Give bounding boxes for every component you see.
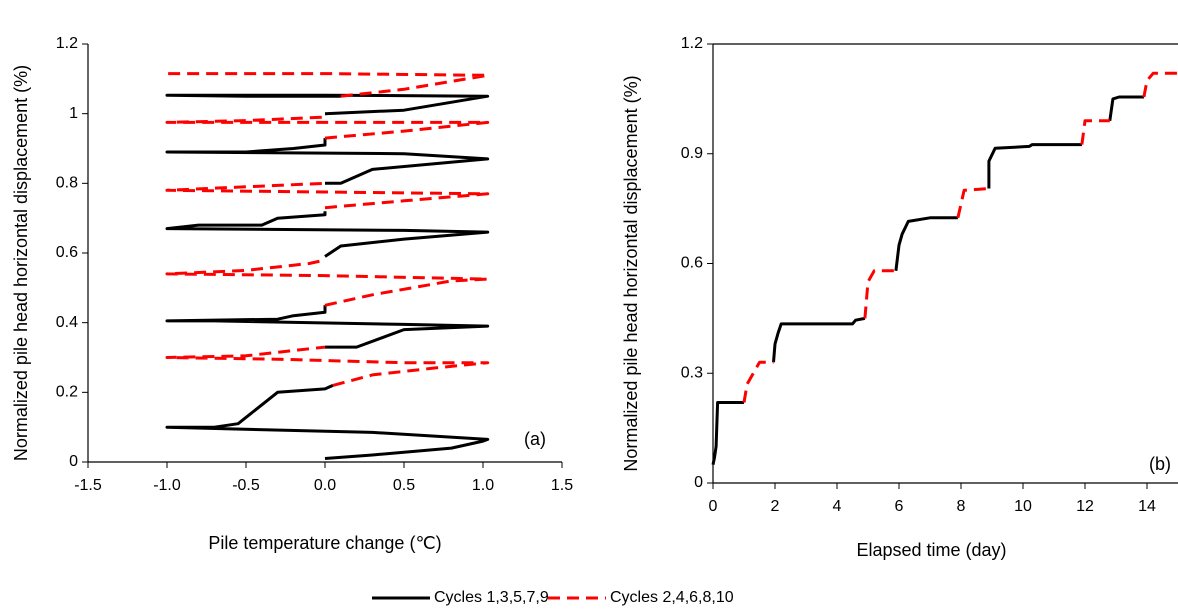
data-line <box>165 72 490 387</box>
x-tick-label: 0.5 <box>393 477 415 494</box>
legend-label: Cycles 1,3,5,7,9 <box>434 589 549 606</box>
y-tick-label: 0 <box>69 453 78 470</box>
x-tick-label: -1.5 <box>74 477 102 494</box>
x-tick-label: 2 <box>771 498 780 515</box>
y-tick-label: 0 <box>694 474 703 491</box>
panel-label: (a) <box>524 429 546 449</box>
data-line <box>711 95 1144 466</box>
y-tick-label: 0.4 <box>56 314 78 331</box>
x-tick-label: 14 <box>1138 498 1156 515</box>
x-tick-label: 6 <box>895 498 904 515</box>
y-axis-title: Normalized pile head horizontal displace… <box>11 65 31 461</box>
y-tick-label: 0.9 <box>681 145 703 162</box>
x-tick-label: 10 <box>1014 498 1032 515</box>
x-tick-label: 4 <box>833 498 842 515</box>
x-tick-label: 12 <box>1076 498 1094 515</box>
x-tick-label: -1.0 <box>153 477 181 494</box>
y-tick-label: 0.8 <box>56 175 78 192</box>
x-tick-label: 0 <box>709 498 718 515</box>
y-axis-title: Normalized pile head horizontal displace… <box>621 75 641 471</box>
data-line <box>742 71 1178 403</box>
x-tick-label: -0.5 <box>232 477 260 494</box>
x-tick-label: 1.5 <box>551 477 573 494</box>
y-tick-label: 0.6 <box>681 255 703 272</box>
y-tick-label: 1.2 <box>681 35 703 52</box>
legend-label: Cycles 2,4,6,8,10 <box>610 589 734 606</box>
y-tick-label: 0.6 <box>56 244 78 261</box>
data-line <box>165 93 490 460</box>
x-tick-label: 1.0 <box>472 477 494 494</box>
y-tick-label: 1 <box>69 105 78 122</box>
x-tick-label: 0.0 <box>314 477 336 494</box>
x-axis-title: Elapsed time (day) <box>856 540 1006 560</box>
y-tick-label: 1.2 <box>56 35 78 52</box>
y-tick-label: 0.3 <box>681 364 703 381</box>
panel-label: (b) <box>1149 454 1171 474</box>
y-tick-label: 0.2 <box>56 384 78 401</box>
x-axis-title: Pile temperature change (℃) <box>208 533 441 553</box>
x-tick-label: 8 <box>957 498 966 515</box>
